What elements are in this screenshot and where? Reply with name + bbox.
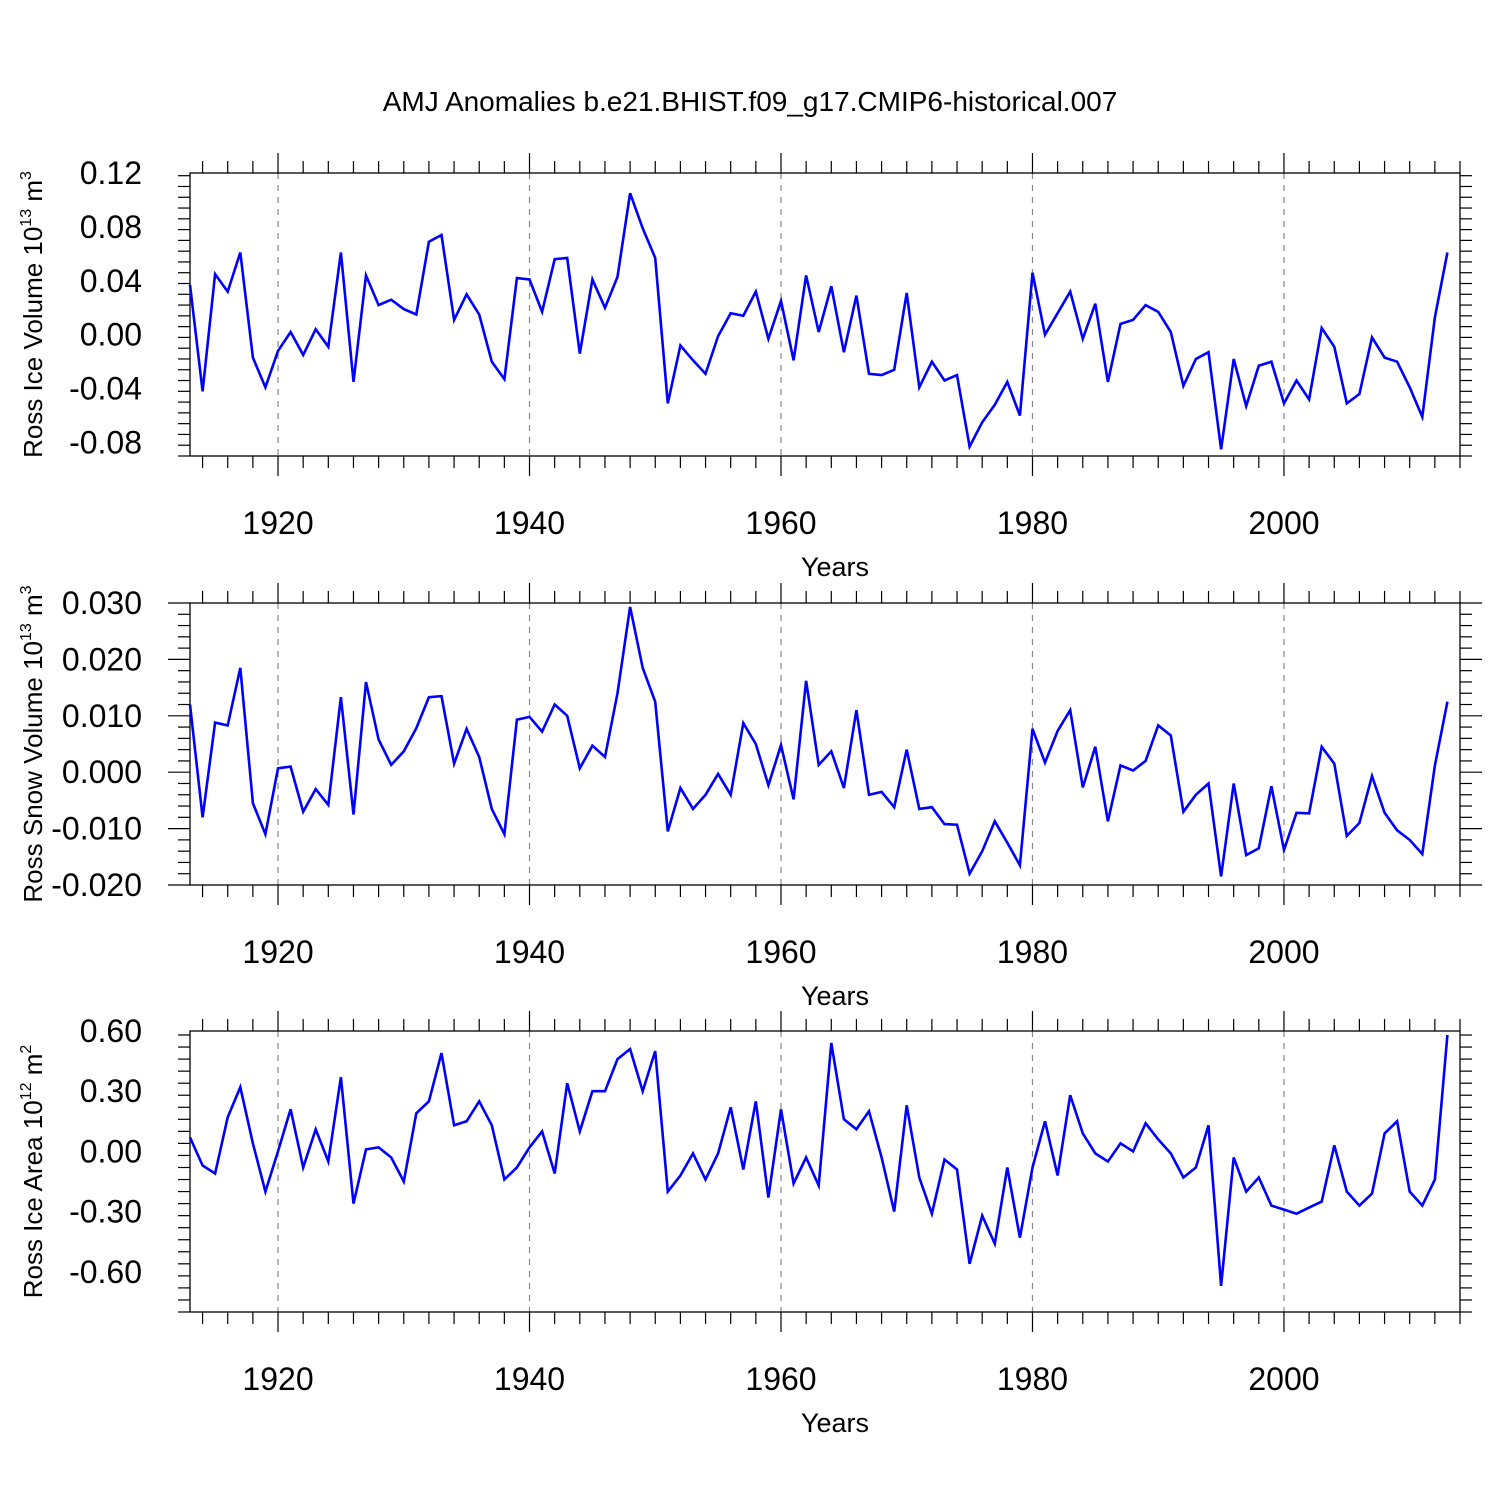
x-tick-label: 1940 — [494, 1361, 565, 1397]
y-tick-label: 0.020 — [62, 641, 142, 677]
x-tick-label: 1980 — [997, 934, 1068, 970]
panel-1: 1920 1940 1960 1980 2000 -0.08 -0.04 0.00 0.04 0.… — [18, 153, 1472, 582]
y-tick-label: -0.04 — [69, 371, 142, 407]
x-axis-label: Years — [801, 1408, 869, 1438]
y-tick-label: 0.010 — [62, 698, 142, 734]
y-tick-label: 0.08 — [80, 209, 142, 245]
y-axis-label: Ross Ice Area 1012 m2 — [18, 1045, 48, 1299]
y-tick-label: -0.010 — [51, 811, 142, 847]
y-tick-label: -0.30 — [69, 1194, 142, 1230]
y-tick-label: 0.04 — [80, 263, 142, 299]
y-axis-label: Ross Snow Volume 1013 m3 — [18, 585, 48, 902]
x-tick-label: 1920 — [242, 505, 313, 541]
series-line — [188, 1034, 1449, 1287]
x-tick-label: 1960 — [745, 934, 816, 970]
x-tick-label: 2000 — [1248, 934, 1319, 970]
y-tick-label: -0.08 — [69, 425, 142, 461]
plot-frame — [189, 602, 1461, 886]
y-tick-label: -0.020 — [51, 867, 142, 903]
y-tick-label: 0.00 — [80, 317, 142, 353]
y-tick-label: 0.000 — [62, 754, 142, 790]
y-axis-label: Ross Ice Volume 1013 m3 — [18, 171, 48, 458]
x-axis-label: Years — [801, 552, 869, 582]
y-tick-label: 0.12 — [80, 155, 142, 191]
plot-frame — [189, 172, 1461, 457]
y-tick-label: 0.60 — [80, 1013, 142, 1049]
y-tick-label: -0.60 — [69, 1254, 142, 1290]
x-tick-label: 1960 — [745, 505, 816, 541]
x-tick-label: 2000 — [1248, 1361, 1319, 1397]
x-tick-label: 2000 — [1248, 505, 1319, 541]
x-tick-label: 1940 — [494, 505, 565, 541]
x-axis-label: Years — [801, 981, 869, 1011]
series-line — [188, 606, 1449, 878]
series-line — [188, 192, 1449, 451]
chart-title: AMJ Anomalies b.e21.BHIST.f09_g17.CMIP6-… — [383, 86, 1118, 117]
y-tick-label: 0.030 — [62, 585, 142, 621]
x-tick-label: 1980 — [997, 1361, 1068, 1397]
plot-frame — [189, 1030, 1461, 1313]
x-tick-label: 1920 — [242, 1361, 313, 1397]
panel-2: 1920 1940 1960 1980 2000 -0.020 -0.010 0.000 0.0… — [18, 583, 1482, 1011]
y-tick-label: 0.00 — [80, 1133, 142, 1169]
x-tick-label: 1920 — [242, 934, 313, 970]
y-tick-label: 0.30 — [80, 1073, 142, 1109]
x-tick-label: 1960 — [745, 1361, 816, 1397]
x-tick-label: 1940 — [494, 934, 565, 970]
panel-3: 1920 1940 1960 1980 2000 -0.60 -0.30 0.00 0.30 0.… — [18, 1011, 1472, 1438]
x-tick-label: 1980 — [997, 505, 1068, 541]
